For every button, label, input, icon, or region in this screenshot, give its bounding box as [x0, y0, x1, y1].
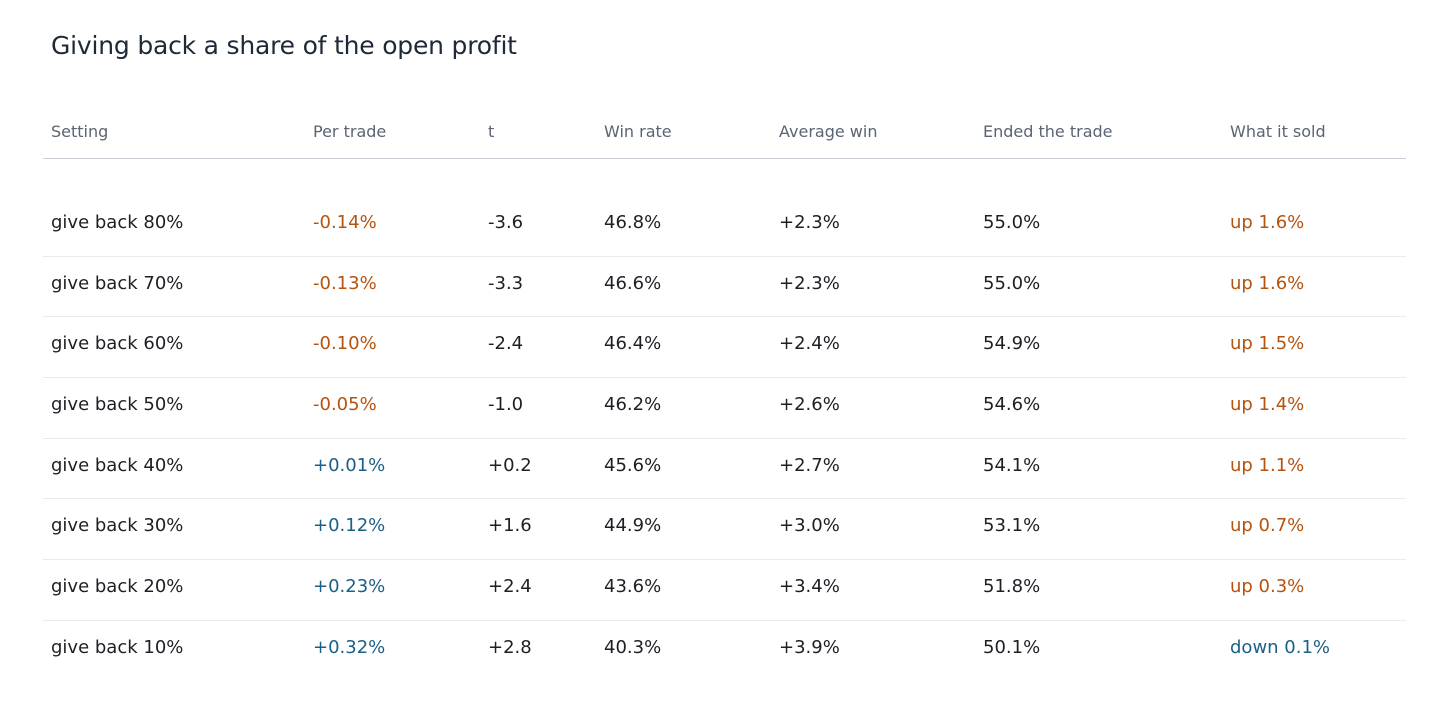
- cell-ended-the-trade: 54.9%: [983, 333, 1041, 355]
- cell-ended-the-trade: 51.8%: [983, 576, 1041, 598]
- header-average-win: Average win: [779, 122, 878, 141]
- cell-average-win: +3.4%: [779, 576, 840, 598]
- table-row: give back 70% -0.13% -3.3 46.6% +2.3% 55.0% up…: [43, 257, 1406, 318]
- cell-win-rate: 45.6%: [604, 454, 662, 476]
- cell-t: -3.6: [488, 212, 524, 233]
- cell-setting: give back 70%: [51, 272, 184, 294]
- header-win-rate: Win rate: [604, 122, 672, 141]
- cell-what-it-sold: up 1.4%: [1230, 394, 1305, 416]
- cell-average-win: +2.7%: [779, 454, 840, 476]
- cell-per-trade: +0.32%: [313, 636, 386, 658]
- cell-ended-the-trade: 55.0%: [983, 272, 1041, 294]
- table-row: give back 30% +0.12% +1.6 44.9% +3.0% 53.1% up…: [43, 499, 1406, 561]
- header-per-trade: Per trade: [313, 122, 387, 141]
- table-body: give back 80% -0.14% -3.6 46.8% +2.3% 55.0% up…: [43, 196, 1406, 681]
- cell-average-win: +2.3%: [779, 272, 840, 294]
- cell-setting: give back 60%: [51, 333, 184, 355]
- table-row: give back 60% -0.10% -2.4 46.4% +2.4% 54.9% up…: [43, 317, 1406, 379]
- cell-setting: give back 50%: [51, 394, 184, 416]
- table-row: give back 50% -0.05% -1.0 46.2% +2.6% 54.6% up…: [43, 378, 1406, 439]
- table-row: give back 40% +0.01% +0.2 45.6% +2.7% 54.1% up…: [43, 439, 1406, 500]
- cell-what-it-sold: down 0.1%: [1230, 636, 1331, 658]
- cell-ended-the-trade: 54.6%: [983, 394, 1041, 416]
- cell-setting: give back 40%: [51, 454, 184, 476]
- cell-what-it-sold: up 1.6%: [1230, 212, 1305, 233]
- header-what-it-sold: What it sold: [1230, 122, 1326, 141]
- cell-per-trade: -0.13%: [313, 272, 377, 294]
- table-title: Giving back a share of the open profit: [51, 31, 517, 60]
- cell-ended-the-trade: 53.1%: [983, 515, 1041, 537]
- header-ended-the-trade: Ended the trade: [983, 122, 1113, 141]
- table-row: give back 80% -0.14% -3.6 46.8% +2.3% 55.0% up…: [43, 196, 1406, 257]
- cell-t: +0.2: [488, 454, 532, 476]
- cell-average-win: +2.4%: [779, 333, 840, 355]
- cell-t: +2.8: [488, 636, 532, 658]
- cell-what-it-sold: up 1.5%: [1230, 333, 1305, 355]
- cell-t: -2.4: [488, 333, 524, 355]
- results-table: Setting Per trade t Win rate Average win…: [43, 108, 1406, 681]
- cell-win-rate: 46.6%: [604, 272, 662, 294]
- cell-what-it-sold: up 0.7%: [1230, 515, 1305, 537]
- cell-setting: give back 30%: [51, 515, 184, 537]
- cell-setting: give back 80%: [51, 212, 184, 233]
- table-row: give back 20% +0.23% +2.4 43.6% +3.4% 51.8% up…: [43, 560, 1406, 621]
- cell-average-win: +2.3%: [779, 212, 840, 233]
- cell-per-trade: -0.10%: [313, 333, 377, 355]
- cell-per-trade: +0.01%: [313, 454, 386, 476]
- table-row: give back 10% +0.32% +2.8 40.3% +3.9% 50.1% do…: [43, 621, 1406, 681]
- cell-per-trade: +0.23%: [313, 576, 386, 598]
- cell-per-trade: +0.12%: [313, 515, 386, 537]
- cell-win-rate: 44.9%: [604, 515, 662, 537]
- cell-per-trade: -0.14%: [313, 212, 377, 233]
- cell-t: -3.3: [488, 272, 524, 294]
- cell-what-it-sold: up 1.6%: [1230, 272, 1305, 294]
- cell-per-trade: -0.05%: [313, 394, 377, 416]
- cell-win-rate: 43.6%: [604, 576, 662, 598]
- cell-win-rate: 46.8%: [604, 212, 662, 233]
- cell-win-rate: 40.3%: [604, 636, 662, 658]
- cell-t: -1.0: [488, 394, 524, 416]
- cell-setting: give back 10%: [51, 636, 184, 658]
- cell-what-it-sold: up 0.3%: [1230, 576, 1305, 598]
- cell-win-rate: 46.4%: [604, 333, 662, 355]
- cell-average-win: +2.6%: [779, 394, 840, 416]
- table-header: Setting Per trade t Win rate Average win…: [43, 108, 1406, 159]
- cell-what-it-sold: up 1.1%: [1230, 454, 1305, 476]
- header-t: t: [488, 122, 495, 141]
- header-setting: Setting: [51, 122, 109, 141]
- cell-ended-the-trade: 54.1%: [983, 454, 1041, 476]
- cell-ended-the-trade: 55.0%: [983, 212, 1041, 233]
- cell-t: +2.4: [488, 576, 532, 598]
- cell-average-win: +3.9%: [779, 636, 840, 658]
- cell-ended-the-trade: 50.1%: [983, 636, 1041, 658]
- cell-t: +1.6: [488, 515, 532, 537]
- cell-setting: give back 20%: [51, 576, 184, 598]
- cell-win-rate: 46.2%: [604, 394, 662, 416]
- cell-average-win: +3.0%: [779, 515, 840, 537]
